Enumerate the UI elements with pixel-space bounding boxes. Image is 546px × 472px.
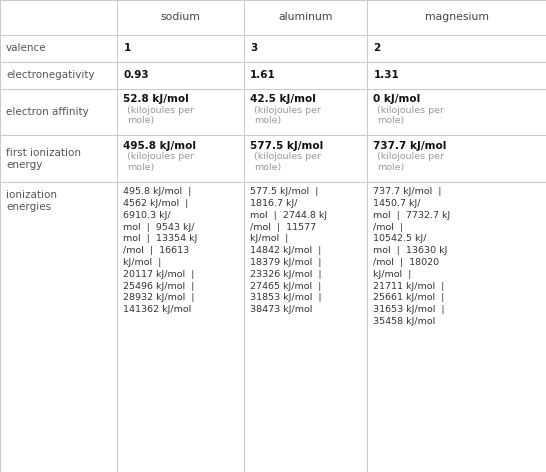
- Text: 577.5 kJ/mol  |
1816.7 kJ/
mol  |  2744.8 kJ
/mol  |  11577
kJ/mol  |
14842 kJ/m: 577.5 kJ/mol | 1816.7 kJ/ mol | 2744.8 k…: [250, 187, 327, 314]
- Text: 52.8 kJ/mol: 52.8 kJ/mol: [123, 94, 189, 104]
- Text: (kilojoules per
mole): (kilojoules per mole): [127, 106, 194, 125]
- Text: sodium: sodium: [161, 12, 201, 23]
- Text: 1.31: 1.31: [373, 70, 399, 80]
- Text: (kilojoules per
mole): (kilojoules per mole): [127, 152, 194, 172]
- Text: first ionization
energy: first ionization energy: [6, 148, 81, 169]
- Text: 0 kJ/mol: 0 kJ/mol: [373, 94, 421, 104]
- Text: 495.8 kJ/mol: 495.8 kJ/mol: [123, 141, 197, 151]
- Text: magnesium: magnesium: [425, 12, 489, 23]
- Text: (kilojoules per
mole): (kilojoules per mole): [377, 152, 444, 172]
- Text: 1.61: 1.61: [250, 70, 276, 80]
- Text: 737.7 kJ/mol: 737.7 kJ/mol: [373, 141, 447, 151]
- Text: (kilojoules per
mole): (kilojoules per mole): [377, 106, 444, 125]
- Text: 3: 3: [250, 43, 257, 53]
- Text: 577.5 kJ/mol: 577.5 kJ/mol: [250, 141, 323, 151]
- Text: 737.7 kJ/mol  |
1450.7 kJ/
mol  |  7732.7 kJ
/mol  |
10542.5 kJ/
mol  |  13630 k: 737.7 kJ/mol | 1450.7 kJ/ mol | 7732.7 k…: [373, 187, 450, 326]
- Text: 0.93: 0.93: [123, 70, 149, 80]
- Text: electronegativity: electronegativity: [6, 70, 94, 80]
- Text: 42.5 kJ/mol: 42.5 kJ/mol: [250, 94, 316, 104]
- Text: valence: valence: [6, 43, 46, 53]
- Text: 495.8 kJ/mol  |
4562 kJ/mol  |
6910.3 kJ/
mol  |  9543 kJ/
mol  |  13354 kJ
/mol: 495.8 kJ/mol | 4562 kJ/mol | 6910.3 kJ/ …: [123, 187, 198, 314]
- Text: electron affinity: electron affinity: [6, 107, 89, 117]
- Text: 1: 1: [123, 43, 130, 53]
- Text: (kilojoules per
mole): (kilojoules per mole): [254, 152, 321, 172]
- Text: aluminum: aluminum: [278, 12, 333, 23]
- Text: (kilojoules per
mole): (kilojoules per mole): [254, 106, 321, 125]
- Text: ionization
energies: ionization energies: [6, 190, 57, 212]
- Text: 2: 2: [373, 43, 381, 53]
